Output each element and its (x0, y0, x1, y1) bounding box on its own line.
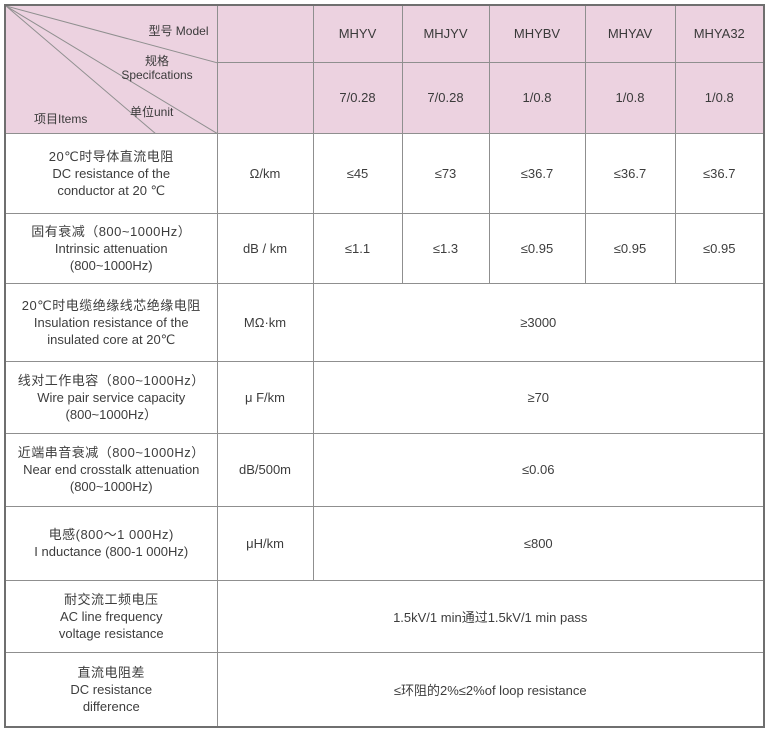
table-row: 近端串音衰减（800~1000Hz） Near end crosstalk at… (4, 432, 765, 507)
item-label-en: insulated core at 20℃ (47, 331, 176, 347)
item-label-cn: 固有衰减（800~1000Hz） (31, 223, 192, 239)
item-label-en: I nductance (800-1 000Hz) (34, 544, 189, 559)
item-label-en: (800~1000Hz） (65, 406, 157, 422)
spec-header: 7/0.28 (401, 61, 490, 134)
model-header: MHYA32 (674, 4, 765, 63)
item-label-cn: 线对工作电容（800~1000Hz） (17, 372, 205, 388)
corner-items-label: 项目Items (34, 112, 88, 126)
row-value-cell: ≤45 (312, 132, 403, 214)
row-item-cell: 耐交流工频电压 AC line frequency voltage resist… (4, 579, 218, 653)
diagonal-corner-cell: 型号 Model 规格 Specifcations 单位unit 项目Items (4, 4, 218, 134)
header-unit-spacer-top (216, 4, 314, 63)
item-label-en: Insulation resistance of the (33, 314, 189, 330)
item-label-cn: 近端串音衰减（800~1000Hz） (17, 445, 205, 460)
row-unit-cell: μ F/km (216, 360, 314, 434)
row-item-cell: 20℃时电缆绝缘线芯绝缘电阻 Insulation resistance of … (4, 282, 218, 362)
item-label-en: difference (82, 698, 140, 714)
row-value-cell: ≤36.7 (584, 132, 676, 214)
header-row-specs: 7/0.28 7/0.28 1/0.8 1/0.8 1/0.8 (5, 61, 765, 134)
row-value-cell: ≤0.95 (488, 212, 586, 284)
cable-spec-table: 型号 Model 规格 Specifcations 单位unit 项目Items… (4, 4, 765, 728)
row-value-cell: ≤1.1 (312, 212, 403, 284)
corner-spec-label-en: Specifcations (121, 68, 193, 82)
diagonal-lines (6, 6, 216, 132)
row-unit-cell: MΩ·km (216, 282, 314, 362)
row-item-cell: 20℃时导体直流电阻 DC resistance of the conducto… (4, 132, 218, 214)
spec-header: 1/0.8 (488, 61, 586, 134)
full-width-value-cell: ≤环阻的2%≤2%of loop resistance (216, 651, 765, 728)
item-label-en: voltage resistance (58, 625, 164, 641)
item-label-en: (800~1000Hz) (69, 257, 153, 273)
row-item-cell: 固有衰减（800~1000Hz） Intrinsic attenuation (… (4, 212, 218, 284)
spec-header: 1/0.8 (674, 61, 765, 134)
item-label-en: (800~1000Hz) (69, 479, 153, 494)
row-unit-cell: μH/km (216, 505, 314, 581)
spec-header: 1/0.8 (584, 61, 676, 134)
spec-header: 7/0.28 (312, 61, 403, 134)
row-unit-cell: Ω/km (216, 132, 314, 214)
row-value-cell: ≤1.3 (401, 212, 490, 284)
model-header: MHYAV (584, 4, 676, 63)
item-label-en: AC line frequency (59, 608, 163, 624)
corner-spec-label-cn: 规格 (144, 54, 169, 68)
table-row: 20℃时电缆绝缘线芯绝缘电阻 Insulation resistance of … (4, 282, 765, 362)
merged-value-cell: ≥3000 (312, 282, 765, 362)
item-label-en: DC resistance (70, 681, 153, 697)
corner-unit-label: 单位unit (130, 105, 174, 119)
item-label-cn: 20℃时导体直流电阻 (48, 148, 174, 164)
item-label-en: Wire pair service capacity (37, 389, 186, 405)
row-unit-cell: dB/500m (216, 432, 314, 507)
row-value-cell: ≤0.95 (584, 212, 676, 284)
row-value-cell: ≤0.95 (674, 212, 765, 284)
merged-value-cell: ≤800 (312, 505, 765, 581)
table-row: 线对工作电容（800~1000Hz） Wire pair service cap… (4, 360, 765, 434)
item-label-cn: 耐交流工频电压 (63, 591, 159, 607)
corner-spec-label: 规格 Specifcations (101, 54, 213, 82)
item-label-cn: 电感(800～1 000Hz) (48, 527, 174, 542)
item-label-en: Intrinsic attenuation (54, 240, 168, 256)
row-value-cell: ≤36.7 (488, 132, 586, 214)
item-label-cn: 直流电阻差 (77, 664, 145, 680)
row-value-cell: ≤36.7 (674, 132, 765, 214)
header-unit-spacer-bottom (216, 61, 314, 134)
merged-value-cell: ≥70 (312, 360, 765, 434)
header-row-models: 型号 Model 规格 Specifcations 单位unit 项目Items… (4, 4, 765, 134)
table-row: 电感(800～1 000Hz) I nductance (800-1 000Hz… (4, 505, 765, 581)
table-row: 20℃时导体直流电阻 DC resistance of the conducto… (4, 132, 765, 214)
merged-value-cell: ≤0.06 (312, 432, 765, 507)
item-label-en: conductor at 20 ℃ (57, 182, 166, 198)
model-header: MHJYV (401, 4, 490, 63)
model-header: MHYV (312, 4, 403, 63)
row-item-cell: 直流电阻差 DC resistance difference (4, 651, 218, 728)
corner-model-label: 型号 Model (148, 24, 209, 38)
model-header: MHYBV (488, 4, 586, 63)
item-label-en: Near end crosstalk attenuation (23, 462, 200, 477)
table-row: 固有衰减（800~1000Hz） Intrinsic attenuation (… (4, 212, 765, 284)
full-width-value-cell: 1.5kV/1 min通过1.5kV/1 min pass (216, 579, 765, 653)
row-value-cell: ≤73 (401, 132, 490, 214)
table-row: 耐交流工频电压 AC line frequency voltage resist… (4, 579, 765, 653)
row-item-cell: 线对工作电容（800~1000Hz） Wire pair service cap… (4, 360, 218, 434)
item-label-cn: 20℃时电缆绝缘线芯绝缘电阻 (21, 297, 201, 313)
row-item-cell: 电感(800～1 000Hz) I nductance (800-1 000Hz… (4, 505, 218, 581)
table-row: 直流电阻差 DC resistance difference ≤环阻的2%≤2%… (4, 651, 765, 728)
row-unit-cell: dB / km (216, 212, 314, 284)
item-label-en: DC resistance of the (52, 165, 171, 181)
row-item-cell: 近端串音衰减（800~1000Hz） Near end crosstalk at… (4, 432, 218, 507)
